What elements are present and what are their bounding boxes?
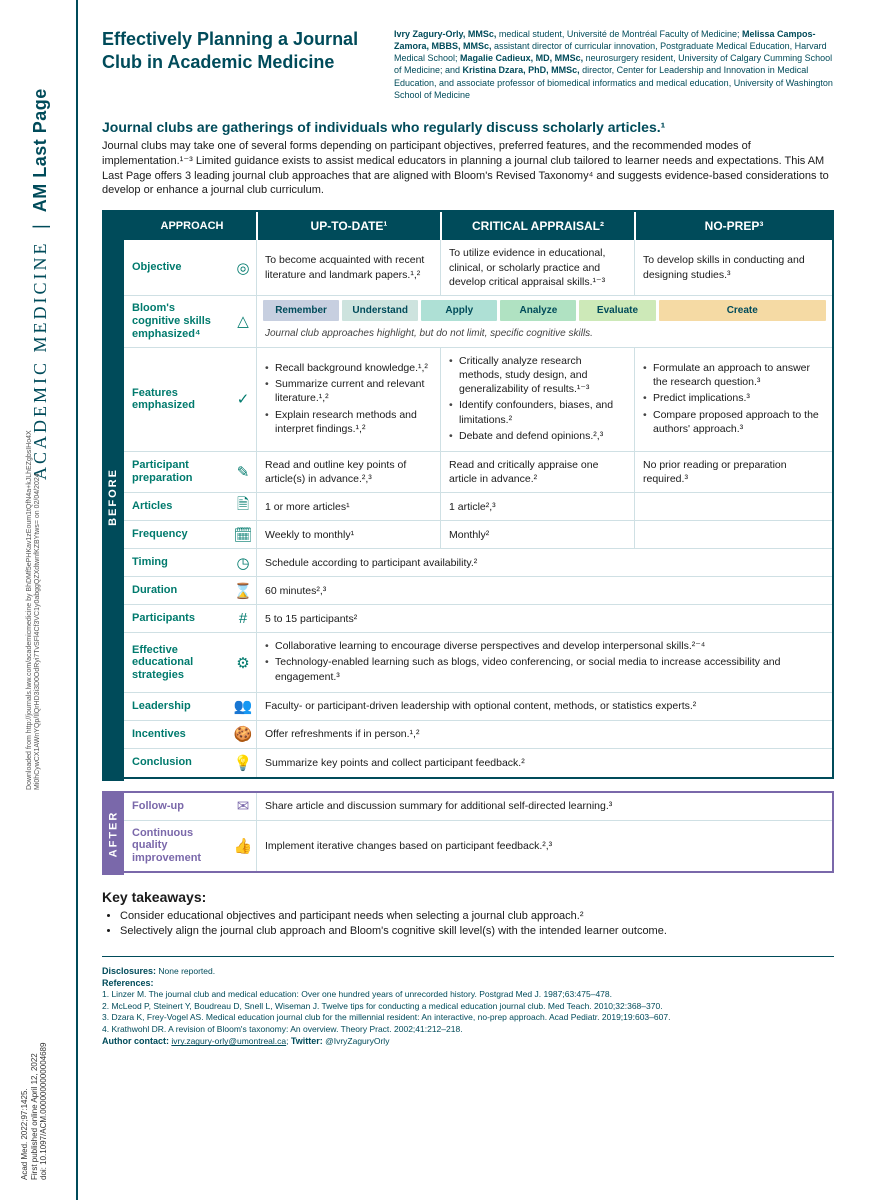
download-watermark: Downloaded from http://journals.lww.com/… — [26, 430, 43, 790]
takeaways-heading: Key takeaways: — [102, 889, 834, 905]
hash-icon: # — [230, 605, 256, 632]
row-articles: Articles 🗎 1 or more articles¹ 1 article… — [124, 493, 832, 521]
bloom-chip-analyze: Analyze — [500, 300, 576, 322]
col-uptodate: UP-TO-DATE¹ — [256, 212, 440, 240]
row-participants: Participants # 5 to 15 participants² — [124, 605, 832, 633]
intro-paragraph: Journal clubs may take one of several fo… — [102, 139, 834, 198]
row-strategies: Effective educational strategies ⚙ Colla… — [124, 633, 832, 693]
table-header-row: APPROACH UP-TO-DATE¹ CRITICAL APPRAISAL²… — [124, 212, 832, 240]
intro-heading: Journal clubs are gatherings of individu… — [102, 119, 834, 135]
row-duration: Duration ⌛ 60 minutes²,³ — [124, 577, 832, 605]
bloom-chip-evaluate: Evaluate — [579, 300, 655, 322]
journal-spine: ACADEMIC MEDICINE | AM Last Page Downloa… — [0, 0, 78, 1200]
col-noprep: NO-PREP³ — [634, 212, 832, 240]
target-icon: ◎ — [230, 240, 256, 295]
references-list: 1. Linzer M. The journal club and medica… — [102, 989, 834, 1035]
author-email-link[interactable]: ivry.zagury-orly@umontreal.ca — [171, 1036, 286, 1046]
row-frequency: Frequency 🗓 Weekly to monthly¹ Monthly² — [124, 521, 832, 549]
approaches-table-before: BEFORE APPROACH UP-TO-DATE¹ CRITICAL APP… — [102, 210, 834, 779]
takeaways-list: Consider educational objectives and part… — [102, 909, 834, 940]
pencil-icon: ✎ — [230, 452, 256, 492]
row-features: Features emphasized ✓ Recall background … — [124, 348, 832, 452]
cookie-icon: 🍪 — [230, 721, 256, 748]
row-followup: Follow-up ✉ Share article and discussion… — [124, 793, 832, 821]
bloom-note: Journal club approaches highlight, but d… — [257, 321, 832, 341]
thumbs-up-icon: 👍 — [230, 821, 256, 871]
article-title: Effectively Planning a Journal Club in A… — [102, 28, 372, 101]
bloom-cell: RememberUnderstandApplyAnalyzeEvaluateCr… — [256, 296, 832, 347]
clock-icon: ◷ — [230, 549, 256, 576]
bloom-chip-apply: Apply — [421, 300, 497, 322]
gear-icon: ⚙ — [230, 633, 256, 692]
hourglass-icon: ⌛ — [230, 577, 256, 604]
row-leadership: Leadership 👥 Faculty- or participant-dri… — [124, 693, 832, 721]
row-preparation: Participant preparation ✎ Read and outli… — [124, 452, 832, 493]
article-header: Effectively Planning a Journal Club in A… — [102, 28, 834, 101]
spine-brand: ACADEMIC MEDICINE | AM Last Page — [30, 88, 51, 480]
citation: Acad Med. 2022;97:1425. First published … — [20, 1043, 49, 1180]
triangle-icon: △ — [230, 296, 256, 347]
footer-block: Disclosures: None reported. References: … — [102, 965, 834, 1048]
approaches-table-after: AFTER Follow-up ✉ Share article and disc… — [102, 791, 834, 873]
spine-sans: AM Last Page — [30, 88, 50, 212]
mail-icon: ✉ — [230, 793, 256, 820]
row-timing: Timing ◷ Schedule according to participa… — [124, 549, 832, 577]
check-icon: ✓ — [230, 348, 256, 451]
row-objective: Objective ◎ To become acquainted with re… — [124, 240, 832, 296]
section-tab-before: BEFORE — [102, 212, 124, 781]
row-conclusion: Conclusion 💡 Summarize key points and co… — [124, 749, 832, 777]
col-critical: CRITICAL APPRAISAL² — [440, 212, 634, 240]
bloom-chip-create: Create — [659, 300, 826, 322]
bloom-chip-understand: Understand — [342, 300, 418, 322]
author-block: Ivry Zagury-Orly, MMSc, medical student,… — [394, 28, 834, 101]
row-bloom: Bloom's cognitive skills emphasized⁴ △ R… — [124, 296, 832, 348]
row-incentives: Incentives 🍪 Offer refreshments if in pe… — [124, 721, 832, 749]
bloom-chip-remember: Remember — [263, 300, 339, 322]
bloom-chips: RememberUnderstandApplyAnalyzeEvaluateCr… — [257, 300, 832, 322]
divider — [102, 956, 834, 957]
bulb-icon: 💡 — [230, 749, 256, 777]
row-cqi: Continuous quality improvement 👍 Impleme… — [124, 821, 832, 871]
people-icon: 👥 — [230, 693, 256, 720]
col-approach: APPROACH — [124, 212, 256, 240]
document-icon: 🗎 — [230, 493, 256, 520]
section-tab-after: AFTER — [102, 793, 124, 875]
calendar-icon: 🗓 — [230, 521, 256, 548]
page-body: Effectively Planning a Journal Club in A… — [92, 0, 862, 1066]
